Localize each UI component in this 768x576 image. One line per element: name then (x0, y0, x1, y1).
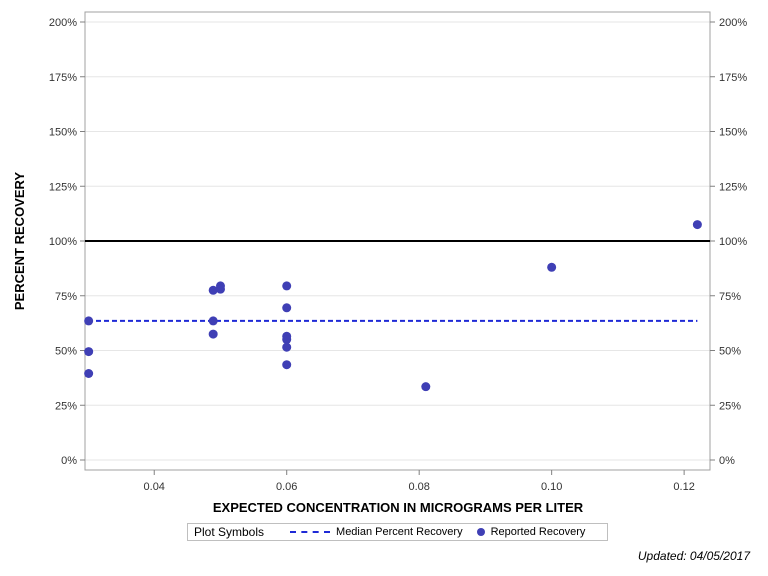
x-tick-label: 0.06 (276, 481, 297, 493)
data-point (84, 347, 94, 357)
y-tick-label-right: 25% (719, 400, 741, 412)
x-axis-title: EXPECTED CONCENTRATION IN MICROGRAMS PER… (213, 500, 584, 515)
updated-footnote: Updated: 04/05/2017 (637, 549, 750, 563)
median-legend-line-icon (290, 531, 331, 533)
x-tick-label: 0.12 (673, 481, 694, 493)
data-point (282, 342, 292, 352)
y-tick-label-left: 25% (55, 400, 77, 412)
legend-label-median: Median Percent Recovery (336, 526, 463, 538)
y-axis-right: 0% 25% 50% 75% 100% 125% 150% 175% 200% (710, 17, 747, 467)
data-point (282, 335, 292, 345)
data-point (84, 368, 94, 378)
y-tick-label-left: 75% (55, 291, 77, 303)
x-tick-label: 0.04 (144, 481, 165, 493)
data-point (282, 360, 292, 370)
data-point (282, 281, 292, 291)
data-points (84, 220, 702, 392)
y-tick-label-right: 125% (719, 181, 747, 193)
y-axis-left: 0% 25% 50% 75% 100% 125% 150% 175% 200% (49, 17, 85, 467)
data-point (84, 316, 94, 326)
y-tick-label-right: 50% (719, 346, 741, 358)
x-axis: 0.04 0.06 0.08 0.10 0.12 (144, 470, 695, 493)
legend-label-reported: Reported Recovery (490, 526, 586, 538)
data-point (282, 303, 292, 313)
y-tick-label-left: 175% (49, 72, 77, 84)
y-tick-label-right: 150% (719, 127, 747, 139)
reported-legend-dot-icon (476, 528, 485, 536)
y-tick-label-left: 0% (61, 455, 77, 467)
legend: Plot Symbols Median Percent Recovery Rep… (187, 523, 608, 541)
data-point (215, 284, 225, 294)
legend-title: Plot Symbols (194, 525, 265, 539)
y-tick-label-right: 75% (719, 291, 741, 303)
data-point (547, 262, 557, 272)
y-tick-label-right: 175% (719, 72, 747, 84)
data-point (692, 220, 702, 230)
y-tick-label-right: 200% (719, 17, 747, 29)
y-tick-label-right: 0% (719, 455, 735, 467)
y-axis-title: PERCENT RECOVERY (12, 172, 27, 311)
x-tick-label: 0.10 (541, 481, 562, 493)
data-point (208, 285, 218, 295)
y-tick-label-left: 100% (49, 236, 77, 248)
y-tick-label-left: 50% (55, 346, 77, 358)
data-point (208, 329, 218, 339)
y-tick-label-right: 100% (719, 236, 747, 248)
y-tick-label-left: 200% (49, 17, 77, 29)
y-tick-label-left: 125% (49, 181, 77, 193)
data-point (208, 316, 218, 326)
x-tick-label: 0.08 (408, 481, 429, 493)
data-point (421, 382, 431, 392)
y-tick-label-left: 150% (49, 127, 77, 139)
